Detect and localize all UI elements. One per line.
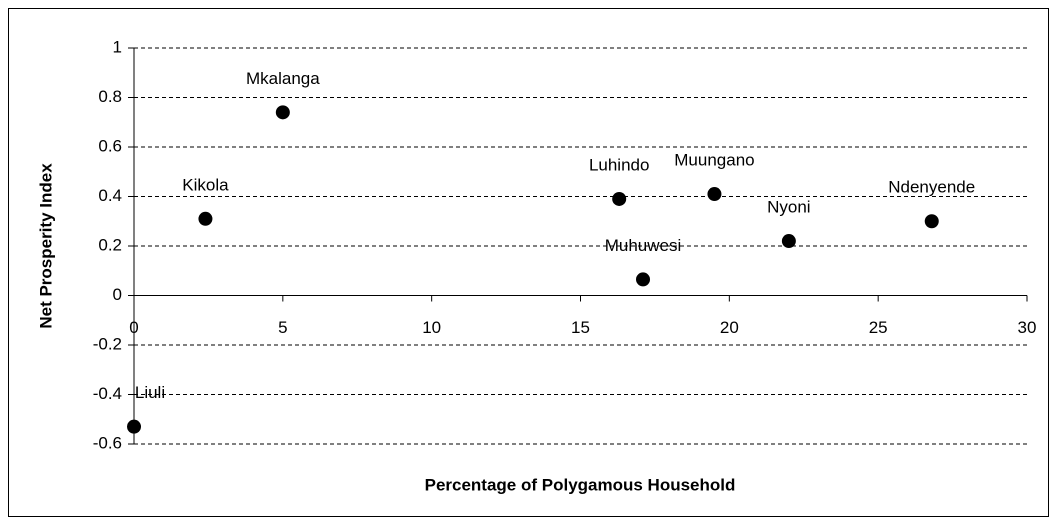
x-tick-label: 10 xyxy=(422,318,441,337)
x-tick-label: 5 xyxy=(278,318,287,337)
point-label: Kikola xyxy=(182,175,229,194)
y-tick-label: -0.6 xyxy=(93,433,122,452)
y-tick-label: 0.8 xyxy=(98,87,122,106)
y-tick-label: 0.4 xyxy=(98,186,122,205)
x-axis-label: Percentage of Polygamous Household xyxy=(425,475,736,494)
y-tick-label: 0 xyxy=(113,285,122,304)
x-tick-label: 30 xyxy=(1018,318,1037,337)
point-label: Mkalanga xyxy=(246,69,320,88)
x-tick-label: 25 xyxy=(869,318,888,337)
point xyxy=(707,187,722,202)
y-tick-label: -0.2 xyxy=(93,334,122,353)
point xyxy=(275,105,290,120)
point xyxy=(612,191,627,206)
point-label: Nyoni xyxy=(767,198,810,217)
x-tick-label: 0 xyxy=(129,318,138,337)
point-label: Ndenyende xyxy=(888,178,975,197)
point xyxy=(636,272,651,287)
point xyxy=(198,211,213,226)
chart-frame xyxy=(8,8,1049,517)
point-label: Luhindo xyxy=(589,155,650,174)
point xyxy=(924,214,939,229)
point xyxy=(127,419,141,434)
point-label: Liuli xyxy=(135,383,165,402)
point-label: Muungano xyxy=(674,151,754,170)
point-label: Muhuwesi xyxy=(605,236,682,255)
point xyxy=(781,234,796,249)
y-axis-label: Net Prosperity Index xyxy=(36,163,55,329)
y-tick-label: 1 xyxy=(113,37,122,56)
x-tick-label: 15 xyxy=(571,318,590,337)
y-tick-label: -0.4 xyxy=(93,384,122,403)
y-tick-label: 0.6 xyxy=(98,136,122,155)
x-tick-label: 20 xyxy=(720,318,739,337)
y-tick-label: 0.2 xyxy=(98,235,122,254)
